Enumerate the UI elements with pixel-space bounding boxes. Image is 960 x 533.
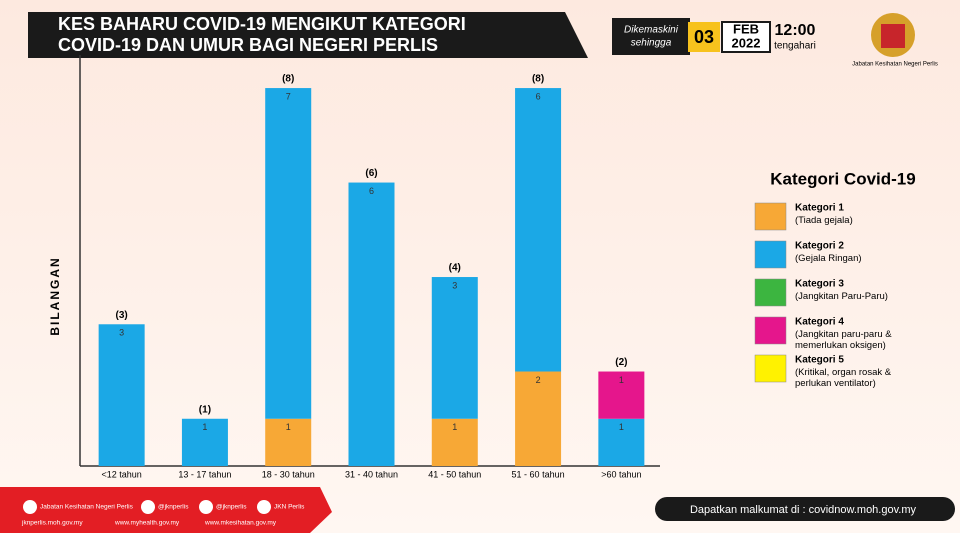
legend-description: (Jangkitan paru-paru & memerlukan oksigen… — [795, 329, 892, 351]
year: 2022 — [732, 35, 761, 50]
legend-label: Kategori 4 — [795, 317, 844, 328]
footer-link: www.mkesihatan.gov.my — [204, 520, 277, 527]
footer-link: www.myhealth.gov.my — [114, 520, 180, 527]
value-label: 1 — [619, 422, 624, 432]
bar-segment — [98, 324, 145, 466]
social-icon — [199, 500, 213, 514]
bar-segment — [265, 418, 312, 466]
bar-segment — [515, 88, 562, 372]
footer-link: jknperlis.moh.gov.my — [21, 520, 83, 527]
legend-description: (Kritikal, organ rosak & perlukan ventila… — [795, 367, 892, 389]
title-box — [28, 12, 588, 58]
footer-band — [0, 487, 332, 533]
title: KES BAHARU COVID-19 MENGIKUT KATEGORI — [58, 14, 466, 34]
legend-description: (Gejala Ringan) — [795, 253, 862, 264]
social-handle: Jabatan Kesihatan Negeri Perlis — [40, 504, 134, 511]
legend-description: (Tiada gejala) — [795, 215, 853, 226]
source: Dapatkan malkumat di : covidnow.moh.gov.… — [690, 504, 917, 516]
social-handle: @jknperlis — [158, 504, 189, 511]
legend-description: (Jangkitan Paru-Paru) — [795, 291, 888, 302]
x-tick-label: 13 - 17 tahun — [178, 469, 231, 479]
value-label: 1 — [202, 422, 207, 432]
total-label: (6) — [365, 168, 377, 179]
month-box — [721, 21, 771, 53]
legend-label: Kategori 5 — [795, 355, 844, 366]
total-label: (8) — [532, 74, 544, 85]
title: COVID-19 DAN UMUR BAGI NEGERI PERLIS — [58, 35, 438, 55]
total-label: (3) — [116, 310, 128, 321]
bar-segment — [431, 418, 478, 466]
bar-segment — [265, 88, 312, 419]
logo-shield — [881, 24, 905, 48]
legend-swatch — [754, 316, 787, 345]
legend-swatch — [754, 240, 787, 269]
social-handle: JKN Perlis — [274, 504, 305, 511]
value-label: 1 — [452, 422, 457, 432]
value-label: 2 — [536, 375, 541, 385]
day-box — [688, 22, 720, 52]
bar-segment — [598, 371, 645, 419]
bar-segment — [515, 371, 562, 466]
social-icon — [257, 500, 271, 514]
value-label: 7 — [286, 91, 291, 101]
legend-label: Kategori 3 — [795, 279, 844, 290]
source-box — [655, 497, 955, 521]
x-tick-label: 51 - 60 tahun — [512, 469, 565, 479]
x-tick-label: 41 - 50 tahun — [428, 469, 481, 479]
legend-swatch — [754, 354, 787, 383]
x-tick-label: >60 tahun — [601, 469, 641, 479]
value-label: 6 — [369, 186, 374, 196]
legend-title: Kategori Covid-19 — [770, 169, 915, 188]
time-note: tengahari — [774, 41, 816, 52]
social-icon — [141, 500, 155, 514]
legend-label: Kategori 1 — [795, 203, 844, 214]
value-label: 1 — [619, 375, 624, 385]
updated: Dikemaskini — [624, 25, 679, 36]
bar-segment — [348, 182, 395, 466]
legend-label: Kategori 2 — [795, 241, 844, 252]
x-tick-label: <12 tahun — [101, 469, 141, 479]
value-label: 6 — [536, 91, 541, 101]
date-box — [612, 18, 690, 55]
time: 12:00 — [775, 22, 816, 39]
value-label: 3 — [452, 280, 457, 290]
social-icon — [23, 500, 37, 514]
agency: Jabatan Kesihatan Negeri Perlis — [852, 62, 938, 68]
total-label: (2) — [615, 357, 627, 368]
day: 03 — [694, 27, 714, 47]
social-handle: @jknperlis — [216, 504, 247, 511]
x-tick-label: 18 - 30 tahun — [262, 469, 315, 479]
total-label: (8) — [282, 74, 294, 85]
total-label: (4) — [449, 263, 461, 274]
updated: sehingga — [631, 38, 672, 49]
bar-segment — [431, 277, 478, 419]
y-axis-label: BILANGAN — [48, 256, 62, 335]
value-label: 3 — [119, 328, 124, 338]
total-label: (1) — [199, 404, 211, 415]
legend-swatch — [754, 278, 787, 307]
x-tick-label: 31 - 40 tahun — [345, 469, 398, 479]
month: FEB — [733, 21, 759, 36]
value-label: 1 — [286, 422, 291, 432]
bar-segment — [598, 418, 645, 466]
legend-swatch — [754, 202, 787, 231]
bar-segment — [181, 418, 228, 466]
